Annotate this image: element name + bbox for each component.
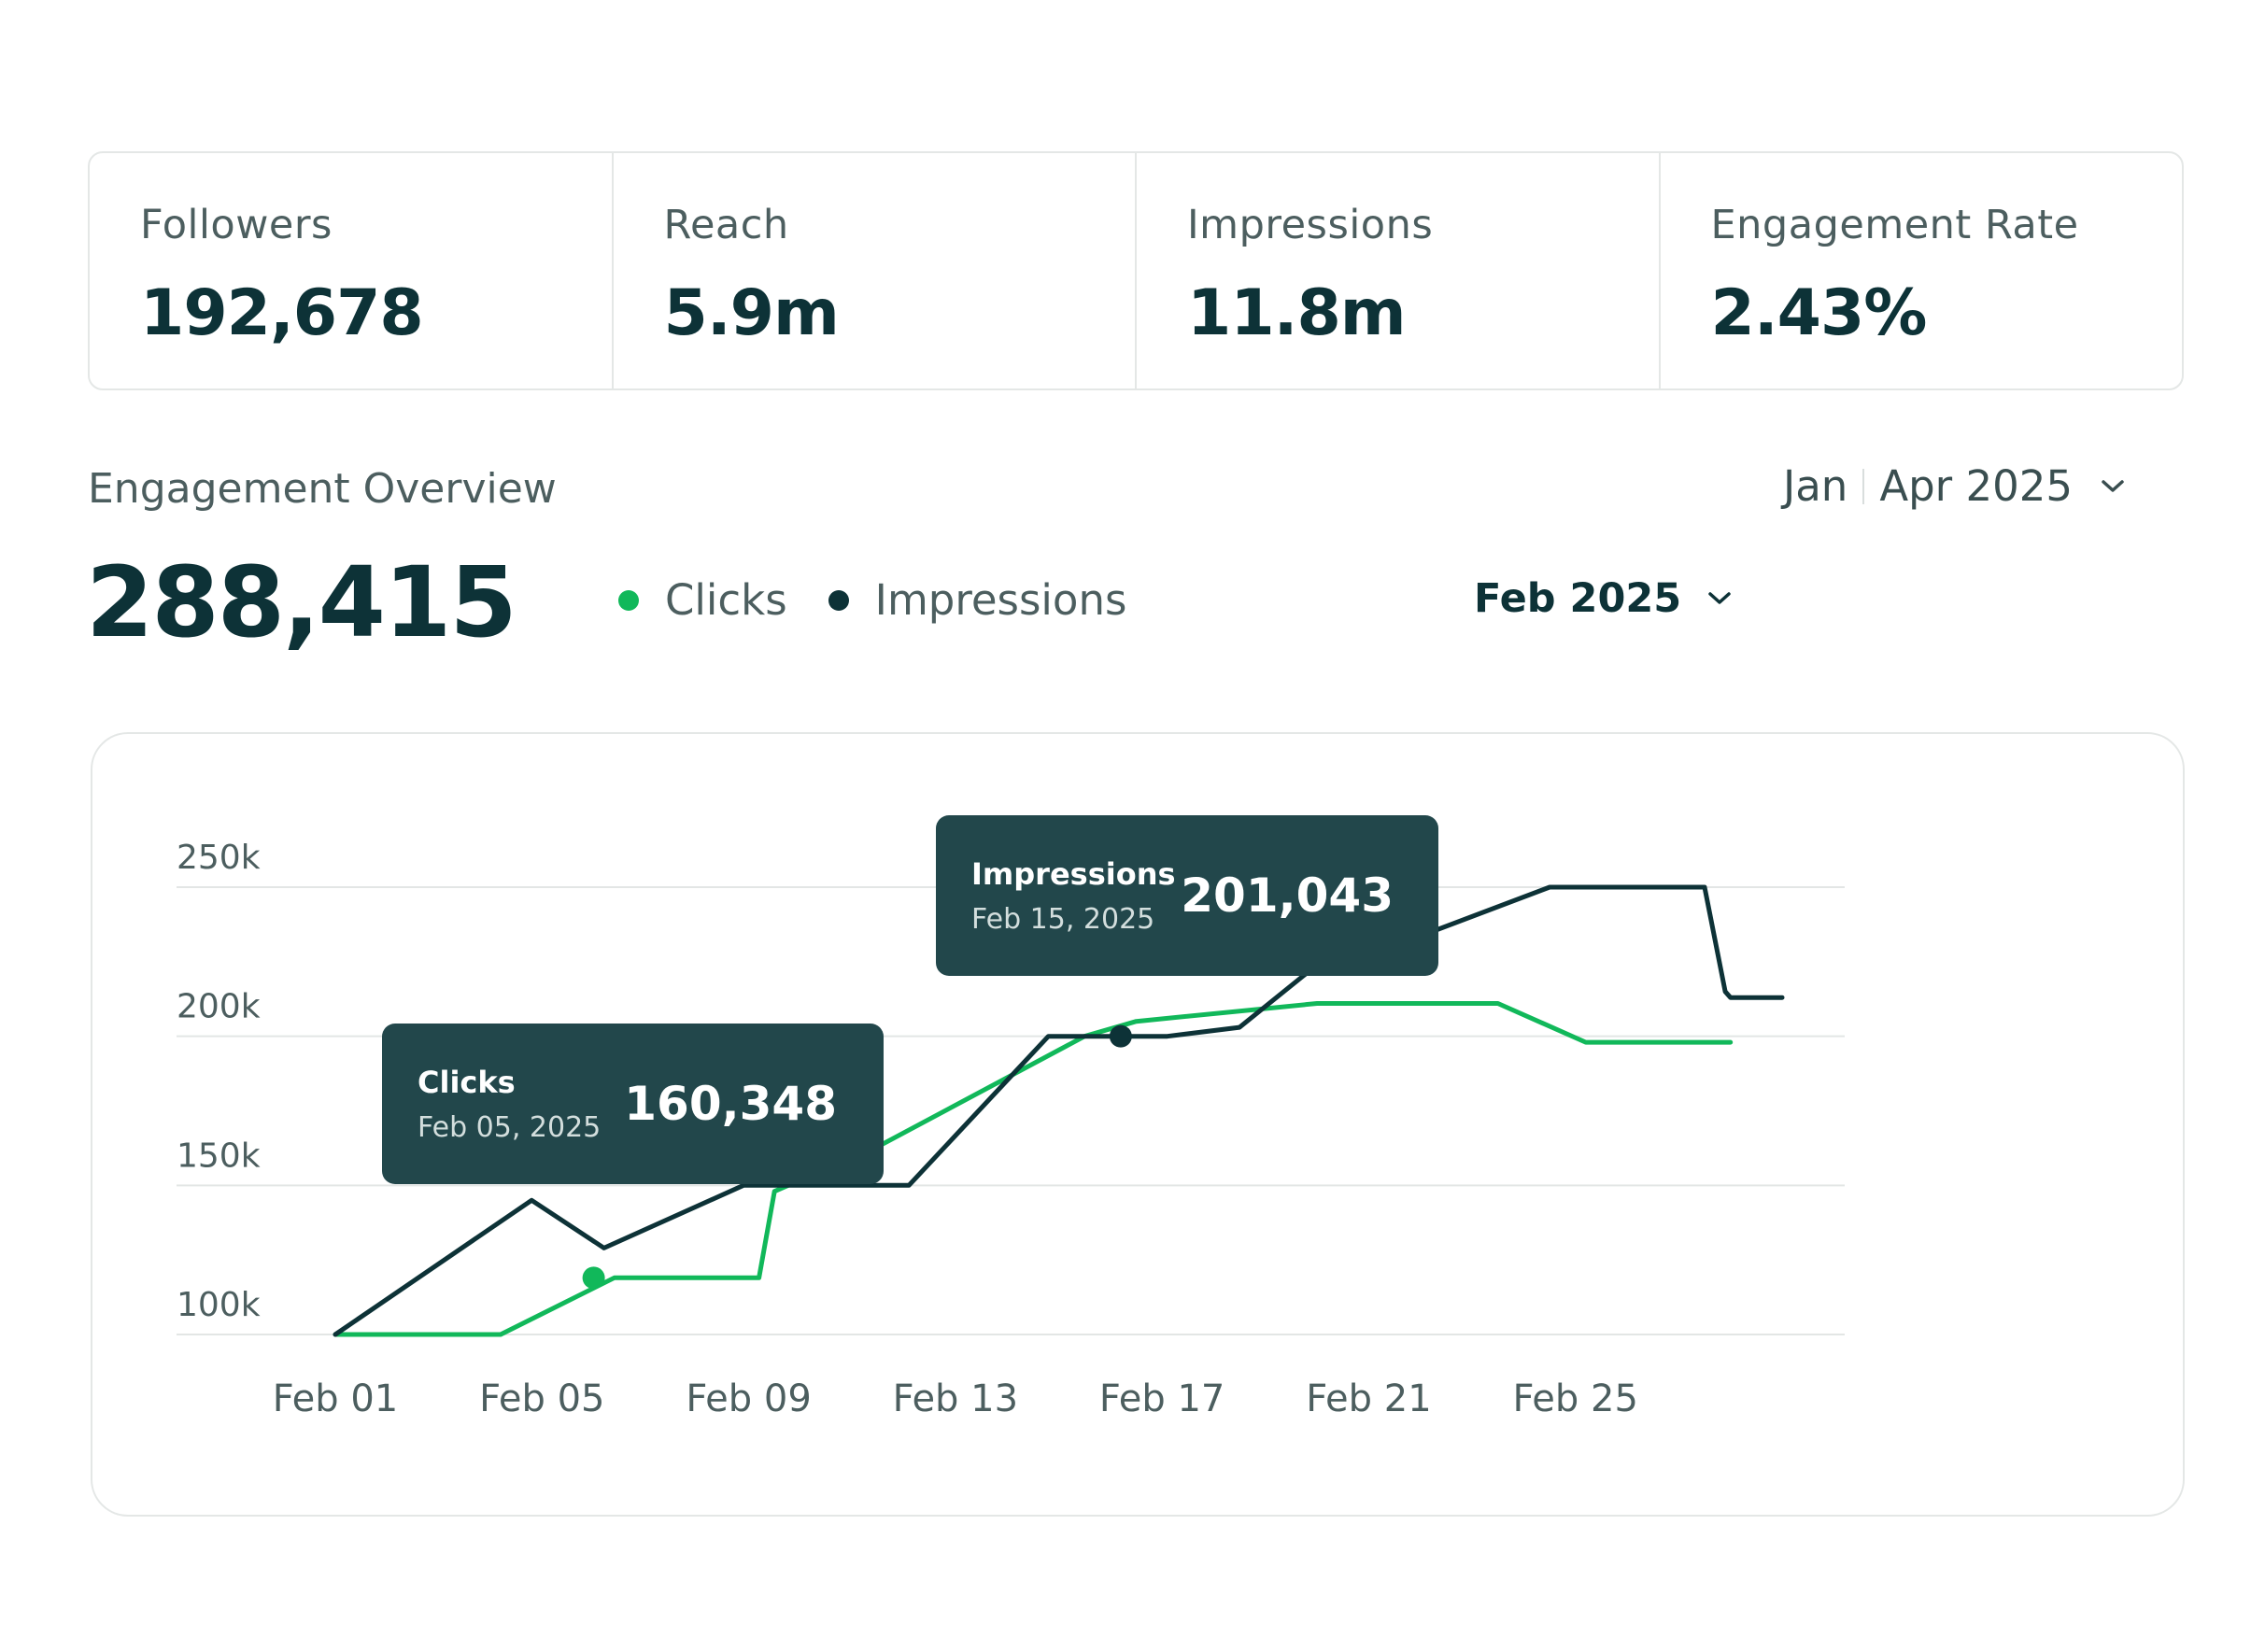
tooltip-series: Impressions bbox=[971, 855, 1176, 892]
range-end: Apr 2025 bbox=[1879, 461, 2073, 511]
stat-label: Followers bbox=[140, 202, 333, 248]
tooltip-impressions: Impressions Feb 15, 2025 201,043 bbox=[936, 815, 1438, 976]
data-point-impressions bbox=[1109, 1024, 1132, 1048]
month-selector-label: Feb 2025 bbox=[1474, 575, 1682, 622]
tooltip-date: Feb 15, 2025 bbox=[971, 902, 1155, 936]
x-tick-label: Feb 01 bbox=[273, 1377, 398, 1420]
stat-label: Engagement Rate bbox=[1710, 202, 2079, 248]
stat-card-followers: Followers 192,678 bbox=[90, 153, 614, 388]
tooltip-series: Clicks bbox=[418, 1064, 516, 1100]
range-start: Jan bbox=[1782, 461, 1848, 511]
tooltip-date: Feb 05, 2025 bbox=[418, 1110, 602, 1144]
x-tick-label: Feb 25 bbox=[1512, 1377, 1637, 1420]
tooltip-info: Impressions Feb 15, 2025 bbox=[971, 856, 1176, 936]
legend-dot bbox=[618, 589, 639, 611]
stat-card-engagement-rate: Engagement Rate 2.43% bbox=[1661, 153, 2183, 388]
stat-value: 2.43% bbox=[1710, 276, 1928, 350]
legend-dot bbox=[828, 589, 849, 611]
date-range-selector[interactable]: Jan Apr 2025 bbox=[1783, 461, 2125, 511]
y-tick-label: 150k bbox=[177, 1137, 261, 1175]
y-tick-label: 250k bbox=[177, 839, 261, 877]
tooltip-value: 160,348 bbox=[624, 1077, 837, 1131]
legend-label: Clicks bbox=[665, 575, 787, 625]
month-selector[interactable]: Feb 2025 bbox=[1474, 575, 1732, 622]
x-tick-label: Feb 13 bbox=[893, 1377, 1018, 1420]
stat-value: 5.9m bbox=[663, 276, 840, 350]
stat-value: 192,678 bbox=[140, 276, 424, 350]
stat-card-reach: Reach 5.9m bbox=[614, 153, 1137, 388]
stat-card-impressions: Impressions 11.8m bbox=[1137, 153, 1661, 388]
x-tick-label: Feb 05 bbox=[479, 1377, 604, 1420]
series-line-impressions bbox=[333, 884, 1785, 1337]
section-title: Engagement Overview bbox=[88, 465, 557, 513]
stat-value: 11.8m bbox=[1187, 276, 1407, 350]
engagement-total: 288,415 bbox=[86, 545, 517, 659]
legend-label: Impressions bbox=[874, 575, 1127, 625]
stats-row: Followers 192,678 Reach 5.9m Impressions… bbox=[88, 151, 2184, 390]
line-chart: 250k 200k 150k 100k Feb 01 Feb 05 Feb 09 Feb 13… bbox=[177, 839, 1845, 1420]
legend-item-clicks: Clicks bbox=[618, 575, 787, 625]
x-tick-label: Feb 17 bbox=[1099, 1377, 1225, 1420]
stat-label: Reach bbox=[663, 202, 789, 248]
data-point-clicks bbox=[582, 1266, 605, 1290]
range-separator bbox=[1862, 468, 1865, 504]
chart-card: 250k 200k 150k 100k Feb 01 Feb 05 Feb 09 Feb 13… bbox=[91, 732, 2185, 1517]
tooltip-clicks: Clicks Feb 05, 2025 160,348 bbox=[382, 1024, 884, 1184]
legend-item-impressions: Impressions bbox=[828, 575, 1127, 625]
chevron-down-icon bbox=[2101, 479, 2125, 494]
chevron-down-icon bbox=[1707, 591, 1732, 606]
chart-legend: Clicks Impressions bbox=[618, 575, 1168, 625]
x-tick-label: Feb 09 bbox=[686, 1377, 811, 1420]
y-tick-label: 200k bbox=[177, 988, 261, 1026]
stat-label: Impressions bbox=[1187, 202, 1434, 248]
y-tick-label: 100k bbox=[177, 1286, 261, 1324]
tooltip-info: Clicks Feb 05, 2025 bbox=[418, 1065, 601, 1144]
x-tick-label: Feb 21 bbox=[1306, 1377, 1431, 1420]
tooltip-value: 201,043 bbox=[1181, 868, 1394, 923]
